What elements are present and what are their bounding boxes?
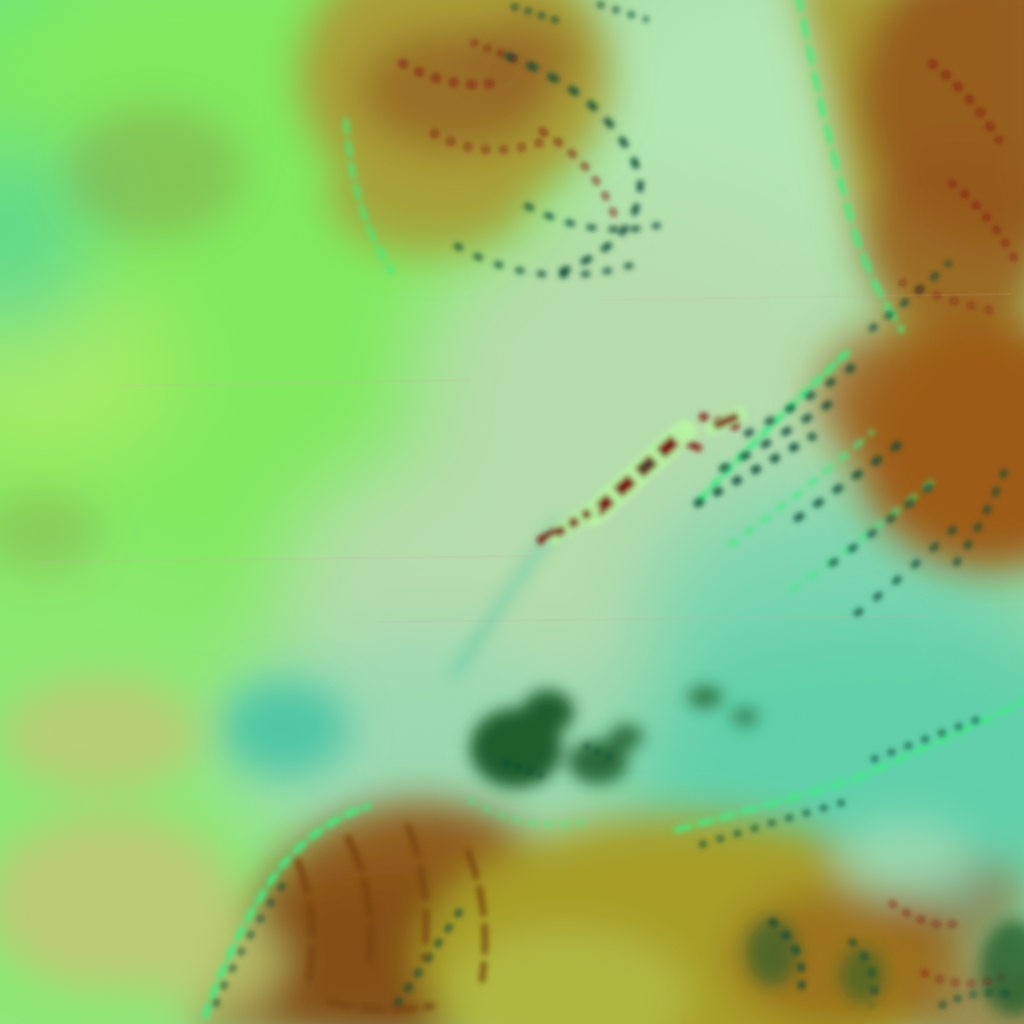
satellite-image-canvas (0, 0, 1024, 1024)
satellite-image (0, 0, 1024, 1024)
grain-overlay (0, 0, 1024, 1024)
